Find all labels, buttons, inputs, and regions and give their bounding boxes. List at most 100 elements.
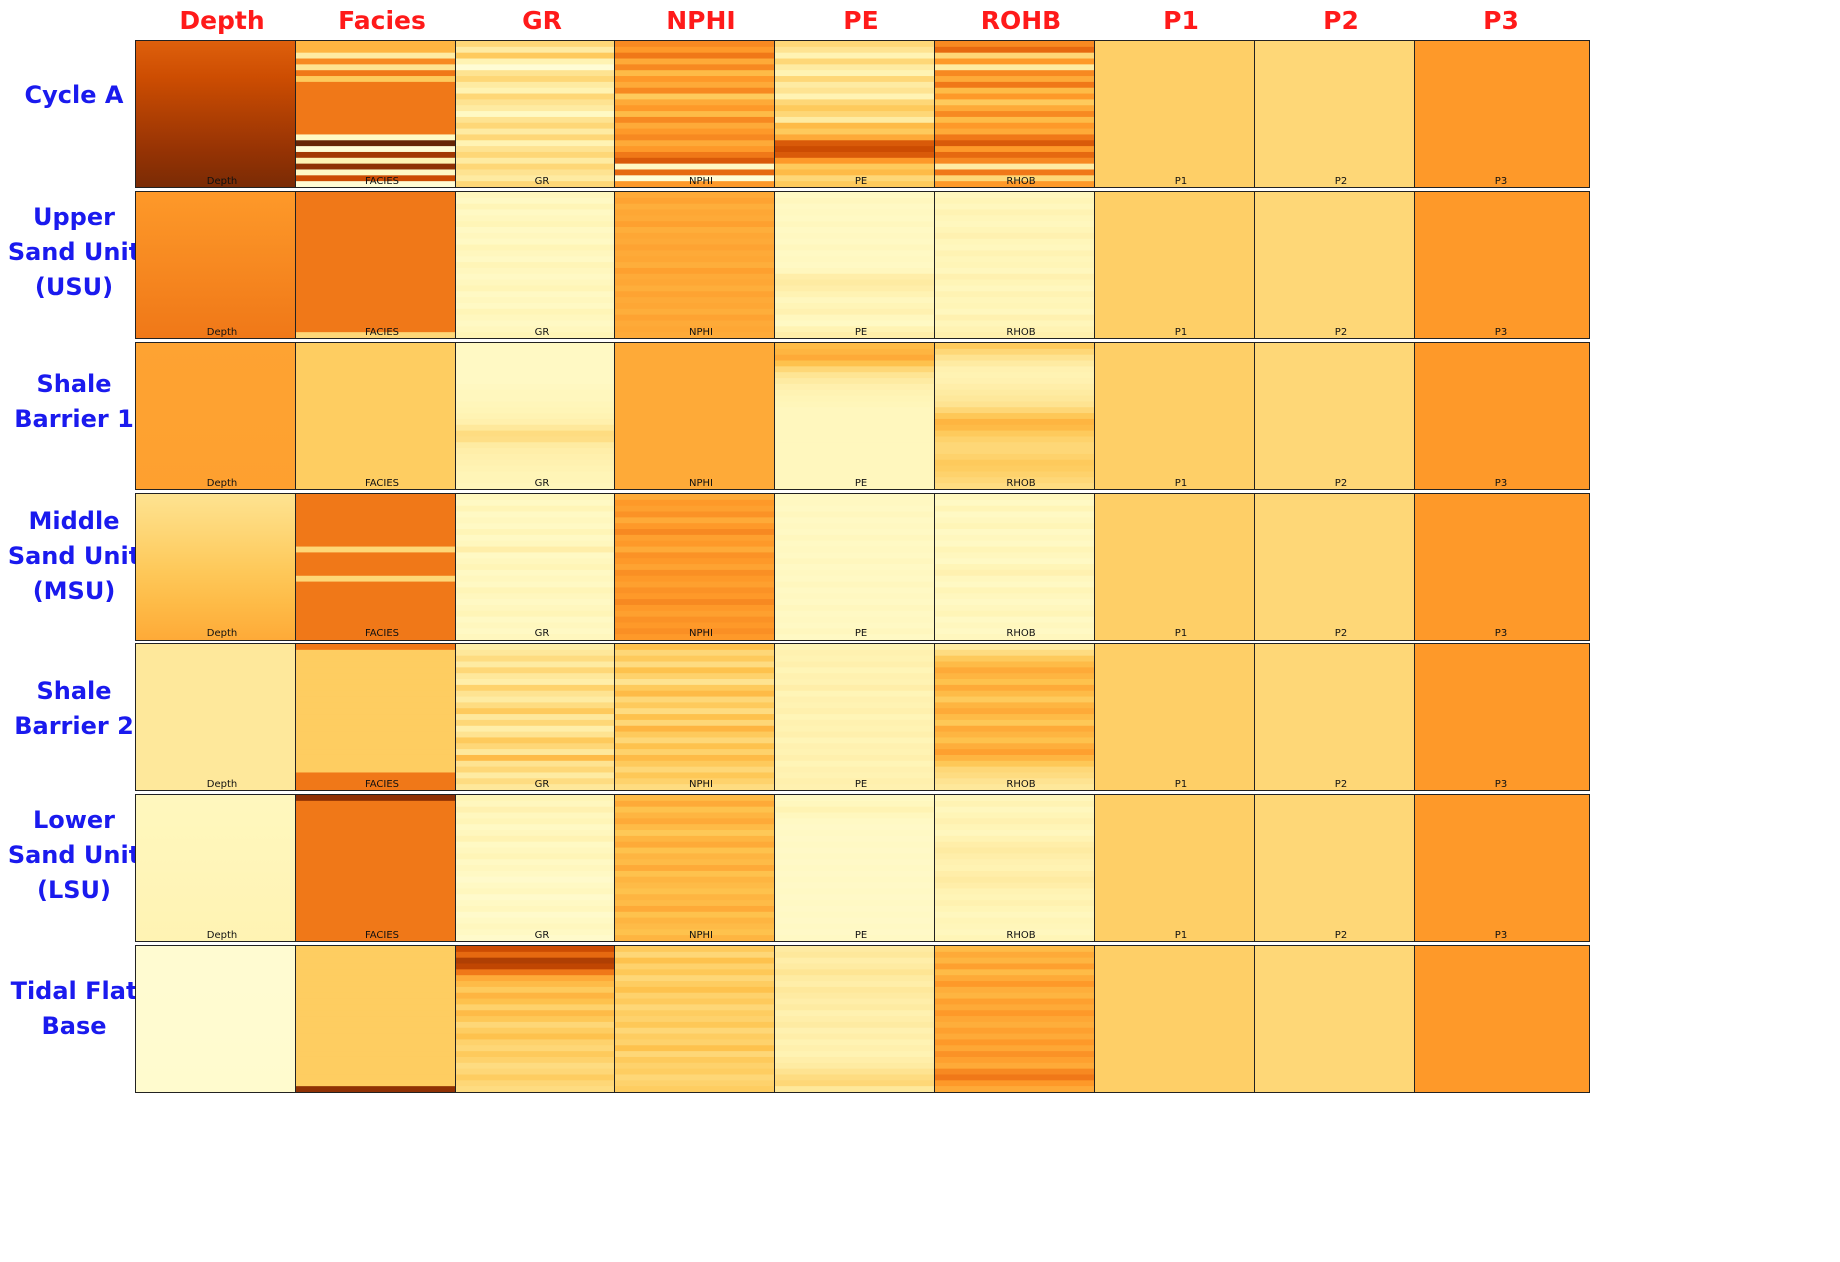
heatmap-svg xyxy=(136,41,310,187)
heatmap-cell xyxy=(456,401,630,408)
heatmap-cell xyxy=(615,684,789,692)
heatmap-cell xyxy=(456,413,630,420)
heatmap-cell xyxy=(935,1016,1109,1023)
heatmap-cell xyxy=(935,395,1109,402)
heatmap-cell xyxy=(456,604,630,612)
heatmap-cell xyxy=(296,540,470,548)
heatmap-cell xyxy=(296,175,470,182)
heatmap-cell xyxy=(296,894,470,901)
heatmap-cell xyxy=(935,348,1109,356)
heatmap-cell xyxy=(456,529,630,536)
heatmap-cell xyxy=(615,227,789,234)
heatmap-cell xyxy=(935,946,1109,953)
heatmap-cell xyxy=(1255,494,1429,640)
heatmap-panel-2-8 xyxy=(1414,342,1590,490)
heatmap-cell xyxy=(1095,41,1269,187)
heatmap-cell xyxy=(296,634,470,640)
heatmap-cell xyxy=(456,644,630,651)
heatmap-panel-6-5 xyxy=(934,945,1110,1093)
heatmap-cell xyxy=(615,1051,789,1058)
heatmap-cell xyxy=(456,279,630,287)
heatmap-cell xyxy=(296,575,470,583)
heatmap-cell xyxy=(935,818,1109,825)
heatmap-cell xyxy=(935,494,1109,501)
heatmap-panel-2-0 xyxy=(135,342,311,490)
heatmap-svg xyxy=(615,41,789,187)
heatmap-cell xyxy=(775,905,949,913)
heatmap-cell xyxy=(935,772,1109,779)
heatmap-cell xyxy=(775,430,949,438)
heatmap-cell xyxy=(935,684,1109,692)
heatmap-cell xyxy=(1415,795,1589,941)
heatmap-cell xyxy=(615,593,789,600)
heatmap-panel-6-0 xyxy=(135,945,311,1093)
heatmap-cell xyxy=(136,494,310,640)
heatmap-cell xyxy=(1255,946,1429,1092)
heatmap-cell xyxy=(615,175,789,182)
heatmap-cell xyxy=(935,256,1109,263)
heatmap-cell xyxy=(775,453,949,461)
panel-title: FACIES xyxy=(364,327,400,338)
heatmap-cell xyxy=(775,401,949,408)
heatmap-cell xyxy=(775,1080,949,1087)
heatmap-panel-0-0 xyxy=(135,40,311,188)
heatmap-cell xyxy=(935,366,1109,373)
heatmap-cell xyxy=(296,888,470,895)
heatmap-cell xyxy=(775,981,949,988)
heatmap-cell xyxy=(935,465,1109,473)
heatmap-cell xyxy=(935,383,1109,391)
heatmap-cell xyxy=(775,667,949,674)
heatmap-cell xyxy=(456,436,630,443)
heatmap-cell xyxy=(935,320,1109,327)
heatmap-cell xyxy=(615,285,789,292)
heatmap-cell xyxy=(775,378,949,385)
heatmap-cell xyxy=(775,587,949,594)
heatmap-panel-4-7 xyxy=(1254,643,1430,791)
heatmap-cell xyxy=(296,273,470,281)
heatmap-svg xyxy=(615,795,789,941)
heatmap-svg xyxy=(615,946,789,1092)
heatmap-cell xyxy=(296,1062,470,1070)
heatmap-cell xyxy=(935,378,1109,385)
heatmap-cell xyxy=(775,99,949,106)
heatmap-svg xyxy=(456,192,630,338)
heatmap-cell xyxy=(615,291,789,298)
heatmap-cell xyxy=(935,41,1109,48)
heatmap-cell xyxy=(296,876,470,884)
heatmap-panel-1-1 xyxy=(295,191,471,339)
heatmap-cell xyxy=(296,1016,470,1023)
heatmap-cell xyxy=(615,279,789,287)
heatmap-svg xyxy=(456,494,630,640)
heatmap-cell xyxy=(615,64,789,71)
heatmap-cell xyxy=(456,690,630,698)
row-label-6: Tidal Flat Base xyxy=(10,977,138,1040)
heatmap-cell xyxy=(456,929,630,936)
heatmap-cell xyxy=(935,227,1109,234)
heatmap-cell xyxy=(935,673,1109,680)
column-header-facies: Facies xyxy=(338,6,426,35)
heatmap-cell xyxy=(296,865,470,872)
heatmap-cell xyxy=(615,505,789,513)
heatmap-svg xyxy=(775,494,949,640)
heatmap-cell xyxy=(456,986,630,994)
heatmap-cell xyxy=(775,564,949,571)
heatmap-cell xyxy=(935,175,1109,182)
heatmap-panel-3-1 xyxy=(295,493,471,641)
panel-title: PE xyxy=(854,930,868,941)
heatmap-cell xyxy=(935,58,1109,65)
heatmap-cell xyxy=(456,348,630,356)
heatmap-cell xyxy=(296,604,470,612)
heatmap-svg xyxy=(136,343,310,489)
heatmap-cell xyxy=(935,708,1109,715)
heatmap-cell xyxy=(775,181,949,187)
heatmap-cell xyxy=(935,649,1109,657)
heatmap-cell xyxy=(615,766,789,774)
panel-title: Depth xyxy=(206,327,238,338)
heatmap-svg xyxy=(1255,343,1429,489)
heatmap-panel-6-7 xyxy=(1254,945,1430,1093)
heatmap-cell xyxy=(615,911,789,919)
heatmap-cell xyxy=(456,599,630,606)
heatmap-cell xyxy=(775,389,949,397)
heatmap-cell xyxy=(775,540,949,548)
heatmap-cell xyxy=(775,494,949,501)
